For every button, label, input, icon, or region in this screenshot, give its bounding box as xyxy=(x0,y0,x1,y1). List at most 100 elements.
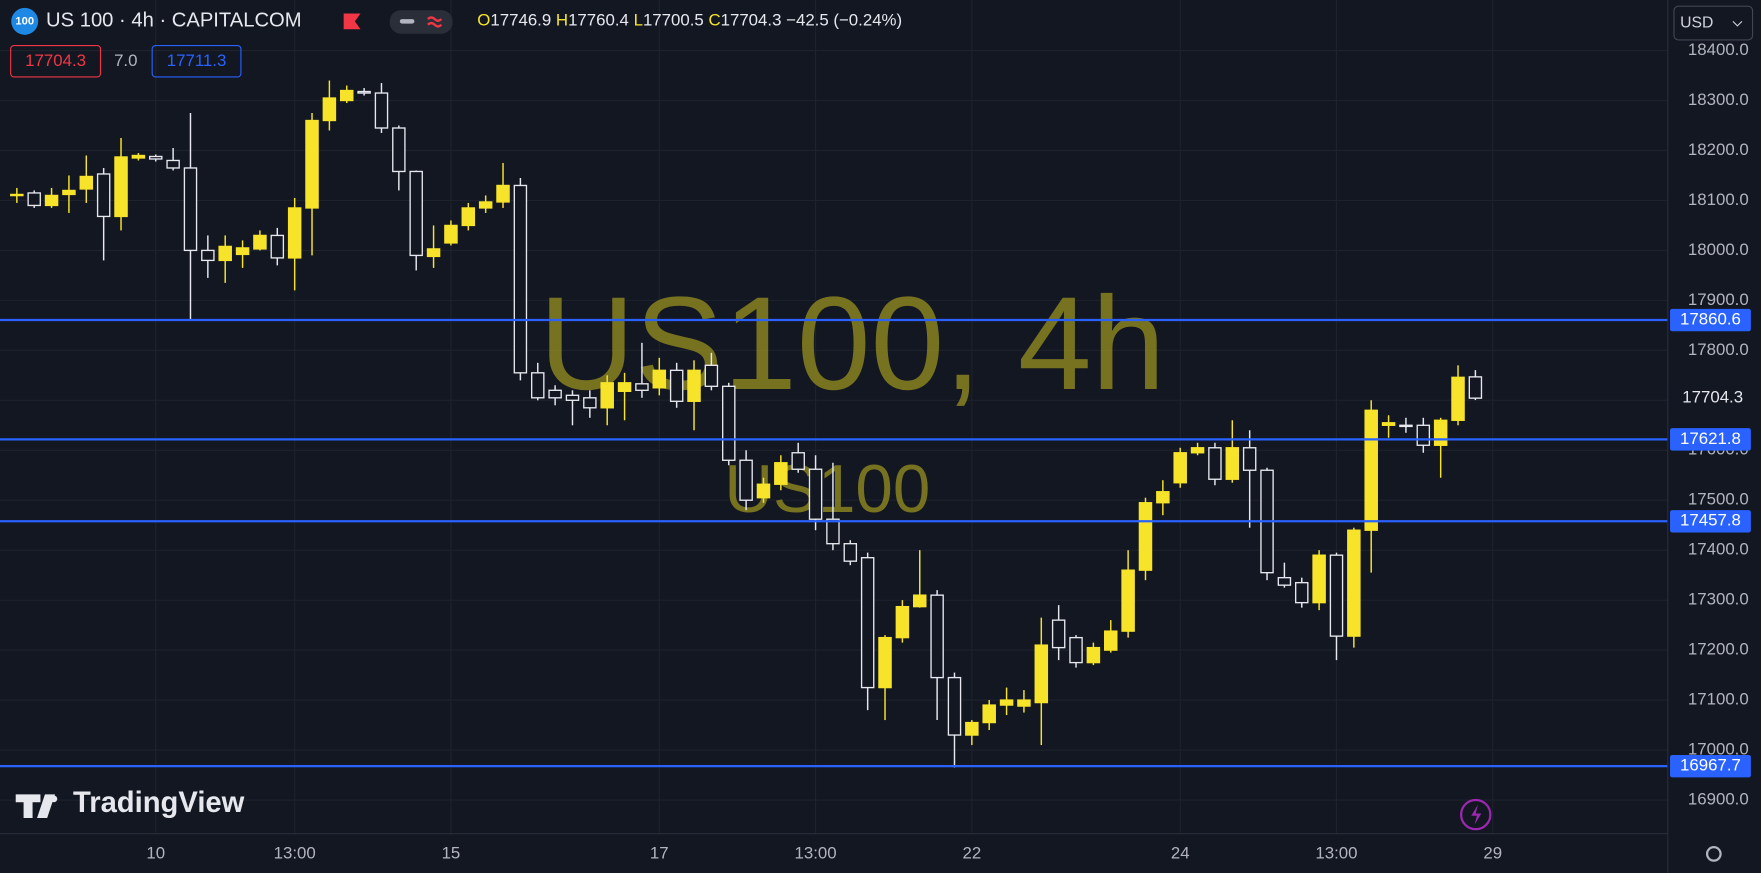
currency-selector[interactable] xyxy=(1673,5,1754,41)
axes: 16900.0 17000.0 17100.0 17200.0 17300.0 17400… xyxy=(146,40,1751,862)
candle-body xyxy=(357,90,371,94)
candle-body xyxy=(27,192,41,207)
y-tick-label: 18100.0 xyxy=(1688,190,1749,209)
candle-body xyxy=(1104,630,1118,651)
y-tick-label: 18000.0 xyxy=(1688,240,1749,259)
candle-body xyxy=(999,699,1014,706)
candle-body xyxy=(1034,644,1049,704)
candle-body xyxy=(843,543,858,562)
candle-body xyxy=(860,557,875,689)
candle-body xyxy=(1086,646,1101,664)
y-tick-label: 17300.0 xyxy=(1688,590,1749,609)
flag-icon[interactable] xyxy=(343,13,361,30)
candle-body xyxy=(808,468,823,520)
y-tick-label: 16900.0 xyxy=(1688,789,1749,808)
candle-body xyxy=(114,156,128,218)
candle-body xyxy=(1295,581,1309,604)
candle-body xyxy=(44,194,59,207)
candle-body xyxy=(496,184,510,203)
pill-icon xyxy=(399,19,415,24)
y-tick-label: 18300.0 xyxy=(1688,90,1749,109)
sell-button[interactable] xyxy=(10,44,102,78)
candle-body xyxy=(756,483,771,499)
candle-body xyxy=(218,245,232,262)
buy-button[interactable] xyxy=(151,44,242,78)
symbol-title[interactable]: US 100 · 4h · CAPITALCOM xyxy=(46,10,302,32)
candle-body xyxy=(392,127,406,173)
ohlc-label: L xyxy=(634,11,643,30)
ohlc-label: H xyxy=(556,11,568,30)
candle-body xyxy=(253,234,267,250)
y-tick-label: 17200.0 xyxy=(1688,640,1749,659)
candle-body xyxy=(62,189,76,196)
candle-body xyxy=(635,383,649,391)
logo-text[interactable]: TradingView xyxy=(73,787,245,819)
candle-body xyxy=(201,249,215,262)
candle-body xyxy=(131,154,146,159)
candle-body xyxy=(409,170,423,257)
candle-body xyxy=(426,248,441,258)
candle-body xyxy=(965,721,979,736)
candle-body xyxy=(617,382,632,392)
candle-body xyxy=(1138,502,1153,571)
y-tick-label: 17000.0 xyxy=(1688,739,1749,758)
candle-body xyxy=(374,92,389,129)
x-tick-label: 22 xyxy=(962,843,981,862)
candle-body xyxy=(548,389,562,399)
candle-body xyxy=(1399,424,1413,428)
candle-body xyxy=(166,159,180,169)
ohlc-value: 17746.9 xyxy=(490,11,551,30)
ohlc-value: 17704.3 xyxy=(721,11,782,30)
candle-body xyxy=(1069,636,1083,664)
candle-body xyxy=(878,636,892,689)
candle-body xyxy=(982,704,996,724)
candle-body xyxy=(1277,576,1292,586)
x-tick-label: 13:00 xyxy=(274,843,316,862)
candle-body xyxy=(305,119,319,209)
level-label-box xyxy=(1670,308,1751,332)
candle-body xyxy=(322,97,337,122)
candle-body xyxy=(1451,376,1465,421)
candle-body xyxy=(1156,491,1170,504)
candle-body xyxy=(947,676,962,736)
x-tick-label: 24 xyxy=(1171,843,1190,862)
watermark-symbol: US100 xyxy=(724,452,930,527)
x-tick-label: 10 xyxy=(146,843,165,862)
candle-body xyxy=(478,201,493,209)
candle-body xyxy=(531,372,545,399)
candle-body xyxy=(652,369,667,389)
level-label: 17457.8 xyxy=(1680,511,1741,530)
candle-body xyxy=(1312,554,1326,604)
ohlc-label: O xyxy=(477,11,490,30)
alert-icon[interactable] xyxy=(1460,798,1492,831)
y-tick-label: 17900.0 xyxy=(1688,290,1749,309)
level-label: 17621.8 xyxy=(1680,429,1741,448)
candle-body xyxy=(1364,409,1378,531)
candle-body xyxy=(1173,452,1187,484)
candle-body xyxy=(10,193,24,197)
x-tick-label: 15 xyxy=(442,843,461,862)
x-tick-label: 17 xyxy=(650,843,669,862)
candle-body xyxy=(930,594,944,679)
indicator-pill[interactable] xyxy=(389,10,453,34)
settings-icon[interactable] xyxy=(1705,846,1722,862)
candle-body xyxy=(1242,447,1257,471)
last-price-box xyxy=(1670,386,1751,410)
dropdown-arrow xyxy=(1732,20,1743,27)
x-tick-label: 29 xyxy=(1483,843,1502,862)
candle-body xyxy=(444,224,458,244)
y-tick-label: 17400.0 xyxy=(1688,540,1749,559)
y-tick-label: 18400.0 xyxy=(1688,40,1749,59)
candle-body xyxy=(513,184,528,374)
candle-body xyxy=(235,247,250,256)
y-tick-label: 17800.0 xyxy=(1688,340,1749,359)
candle-body xyxy=(895,605,910,639)
sell-price: 17704.3 xyxy=(25,51,86,70)
candle-body xyxy=(1051,619,1066,649)
candle-body xyxy=(565,394,580,401)
plot xyxy=(0,80,1668,768)
candle-body xyxy=(1381,422,1396,426)
level-label-box xyxy=(1670,428,1751,451)
currency-label: USD xyxy=(1680,15,1713,32)
